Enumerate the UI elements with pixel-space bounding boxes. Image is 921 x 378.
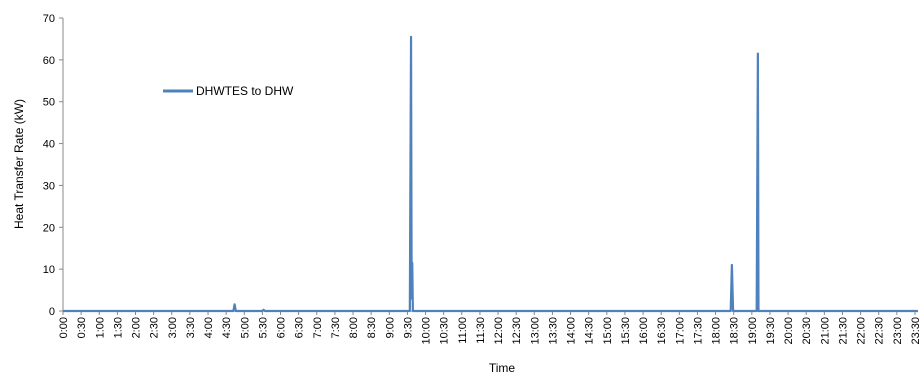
x-tick-label: 5:30	[257, 317, 269, 338]
y-tick-label: 0	[49, 306, 55, 318]
x-tick-label: 3:00	[167, 317, 179, 338]
x-tick-label: 12:30	[511, 317, 523, 345]
x-tick-label: 0:30	[76, 317, 88, 338]
x-axis-title: Time	[489, 361, 516, 375]
x-tick-label: 23:00	[892, 317, 904, 345]
x-tick-label: 11:30	[475, 317, 487, 344]
x-tick-label: 20:00	[783, 317, 795, 345]
y-tick-label: 50	[43, 97, 55, 109]
x-tick-label: 23:30	[910, 317, 921, 345]
x-tick-label: 18:30	[729, 317, 741, 345]
y-tick-label: 30	[43, 180, 55, 192]
x-tick-label: 7:30	[330, 317, 342, 338]
x-tick-label: 17:00	[674, 317, 686, 345]
x-tick-label: 2:30	[149, 317, 161, 338]
x-tick-label: 19:30	[765, 317, 777, 345]
x-tick-label: 15:30	[620, 317, 632, 345]
x-tick-label: 8:00	[348, 317, 360, 338]
y-tick-label: 60	[43, 55, 55, 67]
x-tick-label: 4:30	[221, 317, 233, 338]
x-tick-label: 5:00	[239, 317, 251, 338]
x-tick-label: 12:00	[493, 317, 505, 345]
x-tick-label: 7:00	[312, 317, 324, 338]
x-tick-label: 15:00	[602, 317, 614, 345]
x-tick-label: 21:00	[819, 317, 831, 345]
x-tick-label: 10:30	[439, 317, 451, 345]
legend-label-dhwtes-to-dhw: DHWTES to DHW	[196, 84, 294, 98]
x-tick-label: 10:00	[421, 317, 433, 345]
x-tick-label: 2:00	[131, 317, 143, 338]
x-tick-label: 21:30	[837, 317, 849, 345]
x-tick-label: 22:00	[856, 317, 868, 345]
x-tick-label: 17:30	[692, 317, 704, 345]
x-axis-ticks: 0:00 0:30 1:00 1:30 2:00 2:30 3:00 3:30 4:00 4:30…	[58, 311, 921, 345]
x-tick-label: 16:30	[656, 317, 668, 345]
x-tick-label: 0:00	[58, 317, 70, 338]
x-tick-label: 14:00	[566, 317, 578, 345]
y-tick-label: 20	[43, 222, 55, 234]
x-tick-label: 13:30	[547, 317, 559, 345]
x-tick-label: 13:00	[529, 317, 541, 345]
x-tick-label: 3:30	[185, 317, 197, 338]
x-tick-label: 1:00	[94, 317, 106, 338]
y-axis-title: Heat Transfer Rate (kW)	[12, 99, 26, 229]
x-tick-label: 6:30	[294, 317, 306, 338]
x-tick-label: 11:00	[457, 317, 469, 344]
y-tick-label: 40	[43, 139, 55, 151]
x-tick-label: 20:30	[801, 317, 813, 345]
x-tick-label: 18:00	[711, 317, 723, 345]
y-axis-ticks: 0 10 20 30 40 50 60 70	[43, 13, 63, 318]
x-tick-label: 6:00	[276, 317, 288, 338]
x-tick-label: 19:00	[747, 317, 759, 345]
x-tick-label: 1:30	[112, 317, 124, 338]
y-tick-label: 70	[43, 13, 55, 25]
x-tick-label: 9:00	[384, 317, 396, 338]
x-tick-label: 16:00	[638, 317, 650, 345]
series-line-dhwtes-to-dhw	[63, 35, 918, 313]
legend: DHWTES to DHW	[163, 84, 294, 98]
x-tick-label: 14:30	[584, 317, 596, 345]
x-tick-label: 22:30	[874, 317, 886, 345]
x-tick-label: 8:30	[366, 317, 378, 338]
series-group	[63, 35, 918, 313]
y-tick-label: 10	[43, 264, 55, 276]
x-tick-label: 9:30	[402, 317, 414, 338]
x-tick-label: 4:00	[203, 317, 215, 338]
